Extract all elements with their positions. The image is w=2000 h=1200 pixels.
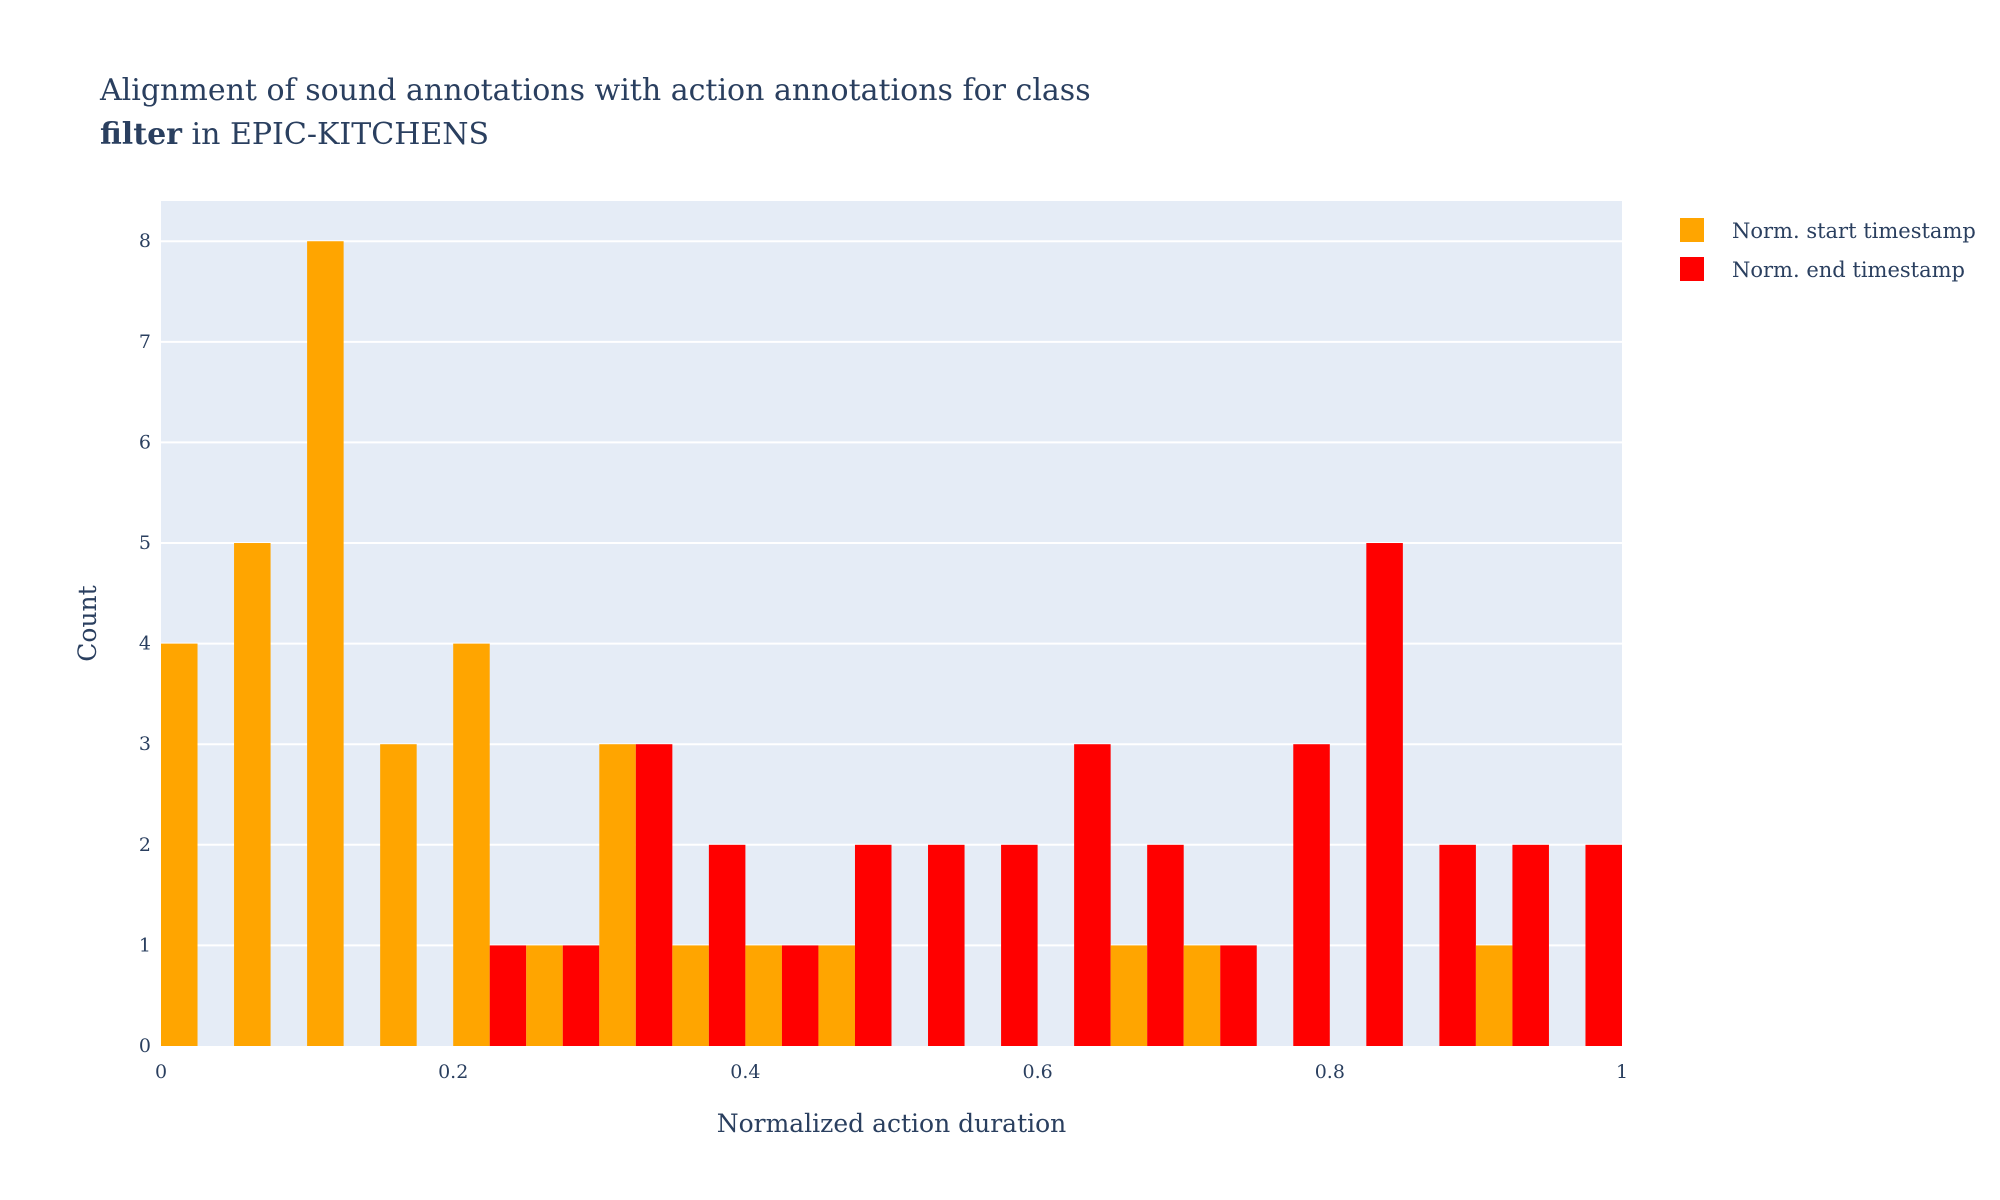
bar-end-timestamp bbox=[489, 945, 527, 1046]
bar-end-timestamp bbox=[781, 945, 819, 1046]
bar-start-timestamp bbox=[745, 945, 782, 1046]
y-tick-label: 3 bbox=[139, 733, 151, 755]
x-tick-label: 0.2 bbox=[438, 1061, 468, 1083]
bar-start-timestamp bbox=[672, 945, 709, 1046]
y-tick-label: 1 bbox=[139, 934, 151, 956]
legend-label-end: Norm. end timestamp bbox=[1732, 258, 1965, 282]
y-tick-label: 6 bbox=[139, 431, 151, 453]
bar-end-timestamp bbox=[1147, 844, 1184, 1046]
bar-end-timestamp bbox=[1366, 543, 1403, 1046]
bar-end-timestamp bbox=[562, 945, 600, 1046]
y-tick-label: 8 bbox=[139, 230, 151, 252]
bar-start-timestamp bbox=[307, 241, 344, 1046]
x-tick-label: 0.8 bbox=[1315, 1061, 1345, 1083]
x-tick-label: 0 bbox=[155, 1061, 167, 1083]
bar-end-timestamp bbox=[1512, 844, 1549, 1046]
chart-title-line-2: filter in EPIC-KITCHENS bbox=[100, 117, 489, 152]
bar-end-timestamp bbox=[635, 744, 673, 1046]
y-tick-label: 4 bbox=[139, 633, 151, 655]
bar-end-timestamp bbox=[1001, 844, 1038, 1046]
y-tick-label: 7 bbox=[139, 331, 151, 353]
bar-start-timestamp bbox=[1183, 945, 1221, 1046]
chart-title-line-1: Alignment of sound annotations with acti… bbox=[99, 73, 1091, 108]
legend-label-start: Norm. start timestamp bbox=[1732, 219, 1976, 243]
y-axis-title: Count bbox=[73, 585, 102, 661]
legend-swatch-start bbox=[1680, 218, 1704, 242]
bar-start-timestamp bbox=[599, 744, 636, 1046]
x-axis-title: Normalized action duration bbox=[717, 1109, 1067, 1138]
chart-title-bold-class: filter bbox=[100, 117, 183, 152]
y-tick-label: 5 bbox=[139, 532, 151, 554]
bar-end-timestamp bbox=[1439, 844, 1476, 1046]
bar-end-timestamp bbox=[928, 844, 965, 1046]
y-tick-label: 2 bbox=[139, 834, 151, 856]
bar-start-timestamp bbox=[380, 744, 417, 1046]
bar-start-timestamp bbox=[1475, 945, 1513, 1046]
y-axis-ticks: 0 1 2 3 4 5 6 7 8 bbox=[139, 230, 151, 1057]
bar-end-timestamp bbox=[1293, 744, 1330, 1046]
bars bbox=[161, 241, 1622, 1046]
bar-end-timestamp bbox=[1074, 744, 1111, 1046]
y-tick-label: 0 bbox=[139, 1035, 151, 1057]
bar-start-timestamp bbox=[453, 643, 490, 1046]
bar-end-timestamp bbox=[854, 844, 892, 1046]
bar-start-timestamp bbox=[818, 945, 855, 1046]
bar-start-timestamp bbox=[526, 945, 563, 1046]
x-axis-ticks: 0 0.2 0.4 0.6 0.8 1 bbox=[155, 1061, 1628, 1083]
chart-title-rest: in EPIC-KITCHENS bbox=[182, 117, 489, 152]
bar-start-timestamp bbox=[161, 643, 198, 1046]
bar-start-timestamp bbox=[234, 543, 271, 1046]
bar-end-timestamp bbox=[708, 844, 746, 1046]
legend: Norm. start timestamp Norm. end timestamp bbox=[1680, 218, 1976, 282]
bar-start-timestamp bbox=[1110, 945, 1148, 1046]
legend-swatch-end bbox=[1680, 257, 1704, 281]
bar-end-timestamp bbox=[1220, 945, 1257, 1046]
x-tick-label: 1 bbox=[1616, 1061, 1628, 1083]
x-tick-label: 0.6 bbox=[1022, 1061, 1052, 1083]
x-tick-label: 0.4 bbox=[730, 1061, 760, 1083]
bar-end-timestamp bbox=[1585, 844, 1622, 1046]
